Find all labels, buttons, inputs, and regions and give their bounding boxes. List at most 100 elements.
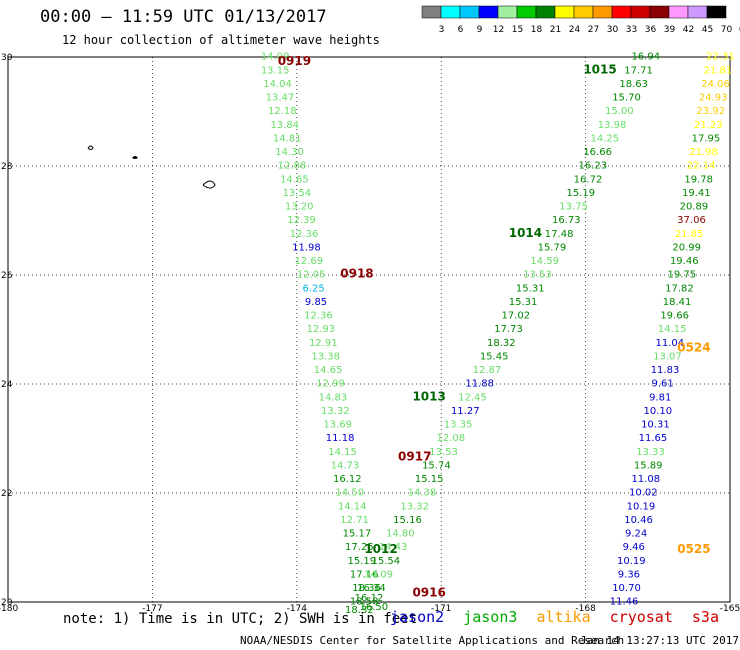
wave-height-label: 14.04: [263, 79, 292, 90]
colorbar-label: 12: [493, 25, 504, 35]
footer-note: note: 1) Time is in UTC; 2) SWH is in fe…: [63, 611, 418, 627]
pass-time-label: 1013: [412, 389, 445, 403]
wave-height-label: 10.02: [629, 488, 658, 499]
credit-text: NOAA/NESDIS Center for Satellite Applica…: [240, 634, 625, 647]
wave-height-label: 10.19: [627, 501, 656, 512]
wave-height-label: 14.15: [328, 447, 357, 458]
wave-height-label: 11.65: [639, 433, 668, 444]
wave-height-label: 16.94: [631, 52, 660, 63]
wave-height-label: 15.15: [415, 474, 444, 485]
wave-height-label: 16.72: [574, 174, 603, 185]
page-subtitle: 12 hour collection of altimeter wave hei…: [62, 33, 380, 47]
wave-height-label: 15.89: [634, 460, 663, 471]
wave-height-label: 10.10: [643, 406, 672, 417]
wave-height-label: 9.24: [625, 529, 647, 540]
wave-height-label: 18.58: [350, 597, 379, 608]
wave-height-label: 9.85: [305, 297, 327, 308]
wave-height-label: 16.66: [583, 147, 612, 158]
wave-height-label: 22.31: [706, 52, 735, 63]
wave-height-label: 37.06: [677, 215, 706, 226]
legend-jason3: jason3: [463, 608, 518, 626]
pass-time-label: 1015: [583, 62, 616, 76]
wave-height-label: 14.09: [261, 52, 290, 63]
pass-time-label: 1012: [364, 542, 397, 556]
wave-height-label: 15.70: [612, 93, 641, 104]
wave-height-label: 14.80: [386, 529, 415, 540]
colorbar-label: 39: [664, 25, 676, 35]
wave-height-label: 13.84: [270, 120, 299, 131]
wave-height-label: 13.07: [653, 351, 682, 362]
colorbar-label: 70: [721, 25, 733, 35]
wave-height-label: 12.45: [458, 392, 487, 403]
wave-height-label: 21.23: [694, 120, 723, 131]
wave-height-label: 12.88: [278, 161, 307, 172]
colorbar-label: 27: [588, 25, 599, 35]
wave-height-label: 11.88: [465, 379, 494, 390]
wave-height-label: 14.09: [364, 569, 393, 580]
wave-height-label: 6.25: [303, 283, 325, 294]
wave-height-label: 9.36: [618, 569, 640, 580]
pass-time-label: 0525: [677, 542, 710, 556]
wave-height-label: 14.83: [319, 392, 348, 403]
wave-height-label: 9.81: [649, 392, 671, 403]
wave-height-label: 12.69: [295, 256, 324, 267]
wave-height-label: 14.14: [338, 501, 367, 512]
wave-height-label: 14.15: [658, 324, 687, 335]
wave-height-label: 16.23: [578, 161, 607, 172]
wave-height-label: 19.46: [670, 256, 699, 267]
wave-height-label: 10.31: [641, 420, 670, 431]
wave-height-label: 15.17: [343, 529, 372, 540]
pass-time-label: 0916: [412, 586, 445, 600]
x-tick-label: -180: [0, 604, 18, 614]
wave-height-label: 18.36: [352, 583, 381, 594]
colorbar-swatch: [706, 5, 727, 19]
wave-height-label: 15.31: [516, 283, 545, 294]
wave-height-label: 15.19: [566, 188, 595, 199]
wave-height-label: 17.73: [494, 324, 523, 335]
wave-height-label: 15.79: [538, 242, 567, 253]
pass-time-label: 0918: [340, 267, 373, 281]
page-title: 00:00 – 11:59 UTC 01/13/2017: [40, 7, 327, 27]
legend-jason2: jason2: [390, 608, 445, 626]
wave-height-label: 17.95: [692, 133, 721, 144]
colorbar-label: 9: [477, 25, 483, 35]
wave-height-label: 18.41: [663, 297, 692, 308]
wave-height-label: 14.73: [331, 460, 360, 471]
colorbar-label: 15: [512, 25, 523, 35]
pass-time-label: 0919: [278, 54, 311, 68]
wave-height-label: 19.66: [660, 311, 689, 322]
plot-frame: [7, 56, 731, 603]
wave-height-label: 14.59: [530, 256, 559, 267]
wave-height-label: 14.43: [379, 542, 408, 553]
wave-height-label: 14.65: [280, 174, 309, 185]
wave-height-label: 17.02: [501, 311, 530, 322]
wave-height-label: 19.41: [682, 188, 711, 199]
colorbar-label: 3: [439, 25, 445, 35]
wave-height-label: 12.99: [316, 379, 345, 390]
wave-height-label: 13.38: [311, 351, 340, 362]
wave-height-label: 10.46: [624, 515, 653, 526]
wave-height-label: 13.98: [598, 120, 627, 131]
wave-height-label: 13.35: [444, 420, 473, 431]
y-tick-label: 26: [1, 271, 13, 281]
wave-height-label: 12.39: [287, 215, 316, 226]
wave-height-label: 12.91: [309, 338, 338, 349]
wave-height-label: 17.71: [624, 65, 653, 76]
wave-height-label: 16.34: [357, 583, 386, 594]
wave-height-label: 15.74: [422, 460, 451, 471]
y-tick-label: 22: [1, 489, 12, 499]
wave-height-label: 14.25: [591, 133, 620, 144]
wave-height-label: 11.27: [451, 406, 480, 417]
y-tick-label: 24: [1, 380, 13, 390]
legend-s3a: s3a: [691, 608, 719, 626]
wave-height-label: 11.04: [656, 338, 685, 349]
wave-height-label: 19.78: [684, 174, 713, 185]
legend-cryosat: cryosat: [609, 608, 673, 626]
wave-height-label: 20.89: [680, 202, 709, 213]
wave-height-label: 13.33: [636, 447, 665, 458]
wave-height-label: 13.32: [321, 406, 350, 417]
y-tick-label: 28: [1, 162, 13, 172]
wave-height-label: 21.85: [675, 229, 704, 240]
